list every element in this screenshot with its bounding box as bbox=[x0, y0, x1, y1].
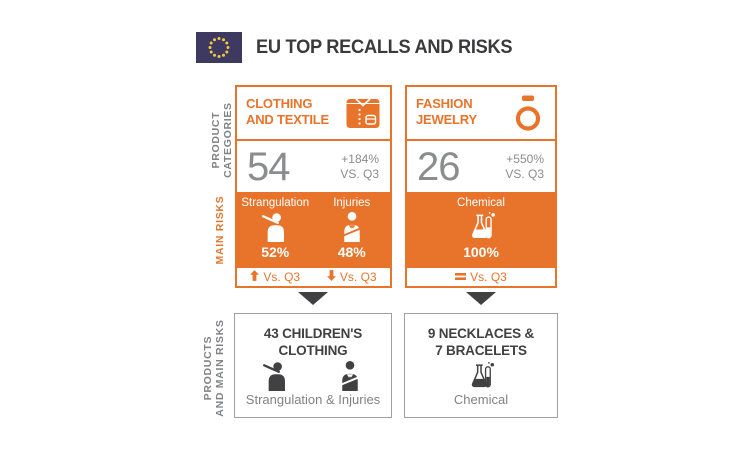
trend-label: Vs. Q3 bbox=[470, 270, 507, 284]
ring-icon bbox=[508, 93, 548, 133]
recall-change-vs-q3: +550% VS. Q3 bbox=[505, 151, 544, 181]
risk-strangulation: Strangulation 52% bbox=[237, 192, 314, 266]
products-box-clothing: 43 CHILDREN'S CLOTHING Strangulati bbox=[234, 313, 392, 418]
trend-label: Vs. Q3 bbox=[339, 270, 377, 284]
injuries-icon bbox=[336, 360, 364, 392]
chemical-flask-icon bbox=[466, 361, 496, 391]
risk-label: Strangulation bbox=[241, 197, 310, 209]
trend-footer: Vs. Q3 bbox=[407, 266, 555, 286]
strangulation-icon bbox=[262, 360, 290, 392]
side-label-product-categories: PRODUCT CATEGORIES bbox=[209, 102, 234, 178]
down-triangle-connector bbox=[466, 292, 496, 305]
chemical-flask-icon bbox=[466, 211, 497, 242]
products-risk-icons bbox=[262, 360, 364, 392]
equals-icon bbox=[455, 270, 467, 284]
recall-count-section: 54 +184% VS. Q3 bbox=[237, 141, 390, 192]
products-title: 43 CHILDREN'S CLOTHING bbox=[263, 326, 363, 358]
trend-footer: Vs. Q3 Vs. Q3 bbox=[237, 266, 390, 286]
trend-down: Vs. Q3 bbox=[314, 268, 391, 286]
page-title: EU TOP RECALLS AND RISKS bbox=[256, 37, 513, 58]
trend-equal: Vs. Q3 bbox=[407, 268, 555, 286]
shirt-icon bbox=[343, 93, 383, 133]
side-label-products-and-main-risks: PRODUCTS AND MAIN RISKS bbox=[201, 319, 226, 417]
trend-up: Vs. Q3 bbox=[237, 268, 314, 286]
risk-share: 100% bbox=[463, 244, 499, 260]
category-title: FASHION JEWELRY bbox=[416, 96, 477, 127]
recall-count: 26 bbox=[417, 144, 460, 189]
main-risks-section: Chemical 100% bbox=[407, 192, 555, 266]
card-header: CLOTHING AND TEXTILE bbox=[237, 87, 390, 141]
recall-count: 54 bbox=[247, 144, 290, 189]
card-header: FASHION JEWELRY bbox=[407, 87, 555, 141]
products-title: 9 NECKLACES & 7 BRACELETS bbox=[427, 326, 535, 358]
eu-flag-icon bbox=[196, 32, 242, 63]
category-card-fashion-jewelry: FASHION JEWELRY 26 +550% VS. Q3 Chemical bbox=[405, 85, 557, 288]
recall-count-section: 26 +550% VS. Q3 bbox=[407, 141, 555, 192]
side-label-main-risks: MAIN RISKS bbox=[213, 195, 226, 265]
category-title: CLOTHING AND TEXTILE bbox=[246, 96, 330, 127]
down-arrow-icon bbox=[326, 270, 336, 284]
products-risk-icons bbox=[466, 361, 496, 391]
main-risks-section: Strangulation 52% Injuries bbox=[237, 192, 390, 266]
recall-change-vs-q3: +184% VS. Q3 bbox=[340, 151, 379, 181]
risk-injuries: Injuries 48% bbox=[314, 192, 391, 266]
risk-share: 52% bbox=[261, 244, 290, 260]
products-box-jewelry: 9 NECKLACES & 7 BRACELETS Chemical bbox=[404, 313, 558, 418]
strangulation-icon bbox=[261, 211, 289, 242]
risk-chemical: Chemical 100% bbox=[407, 192, 555, 266]
risk-label: Chemical bbox=[457, 197, 505, 209]
category-card-clothing-textile: CLOTHING AND TEXTILE 54 +184% VS. Q3 bbox=[235, 85, 392, 288]
products-risk-label: Chemical bbox=[453, 392, 509, 407]
risk-label: Injuries bbox=[333, 197, 371, 209]
injuries-icon bbox=[338, 211, 366, 242]
up-arrow-icon bbox=[250, 270, 260, 284]
risk-share: 48% bbox=[337, 244, 366, 260]
trend-label: Vs. Q3 bbox=[263, 270, 301, 284]
products-risk-label: Strangulation & Injuries bbox=[245, 392, 381, 407]
down-triangle-connector bbox=[298, 292, 328, 305]
